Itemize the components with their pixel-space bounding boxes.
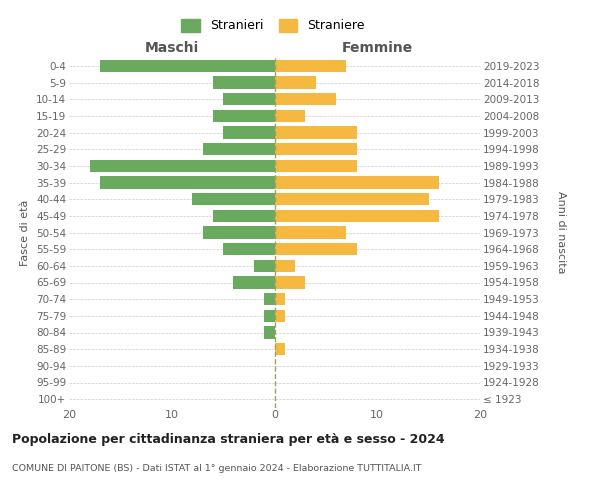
- Bar: [254, 260, 275, 272]
- Bar: [275, 310, 285, 322]
- Bar: [223, 243, 275, 256]
- Legend: Stranieri, Straniere: Stranieri, Straniere: [176, 14, 370, 38]
- Text: COMUNE DI PAITONE (BS) - Dati ISTAT al 1° gennaio 2024 - Elaborazione TUTTITALIA: COMUNE DI PAITONE (BS) - Dati ISTAT al 1…: [12, 464, 421, 473]
- Bar: [275, 260, 295, 272]
- Bar: [233, 276, 275, 289]
- Bar: [275, 226, 346, 239]
- Bar: [264, 326, 275, 339]
- Bar: [275, 176, 439, 189]
- Bar: [275, 210, 439, 222]
- Bar: [213, 76, 275, 89]
- Bar: [275, 343, 285, 355]
- Bar: [203, 143, 275, 156]
- Bar: [275, 293, 285, 306]
- Bar: [89, 160, 275, 172]
- Bar: [275, 276, 305, 289]
- Bar: [223, 93, 275, 106]
- Text: Maschi: Maschi: [145, 41, 199, 55]
- Bar: [100, 60, 275, 72]
- Bar: [213, 110, 275, 122]
- Bar: [275, 60, 346, 72]
- Bar: [223, 126, 275, 139]
- Bar: [213, 210, 275, 222]
- Bar: [203, 226, 275, 239]
- Bar: [275, 110, 305, 122]
- Bar: [275, 193, 428, 205]
- Bar: [275, 243, 356, 256]
- Y-axis label: Fasce di età: Fasce di età: [20, 200, 31, 266]
- Bar: [275, 126, 356, 139]
- Y-axis label: Anni di nascita: Anni di nascita: [556, 191, 566, 274]
- Bar: [100, 176, 275, 189]
- Bar: [275, 76, 316, 89]
- Bar: [275, 160, 356, 172]
- Text: Femmine: Femmine: [341, 41, 413, 55]
- Bar: [275, 143, 356, 156]
- Bar: [275, 93, 336, 106]
- Bar: [264, 293, 275, 306]
- Text: Popolazione per cittadinanza straniera per età e sesso - 2024: Popolazione per cittadinanza straniera p…: [12, 432, 445, 446]
- Bar: [264, 310, 275, 322]
- Bar: [193, 193, 275, 205]
